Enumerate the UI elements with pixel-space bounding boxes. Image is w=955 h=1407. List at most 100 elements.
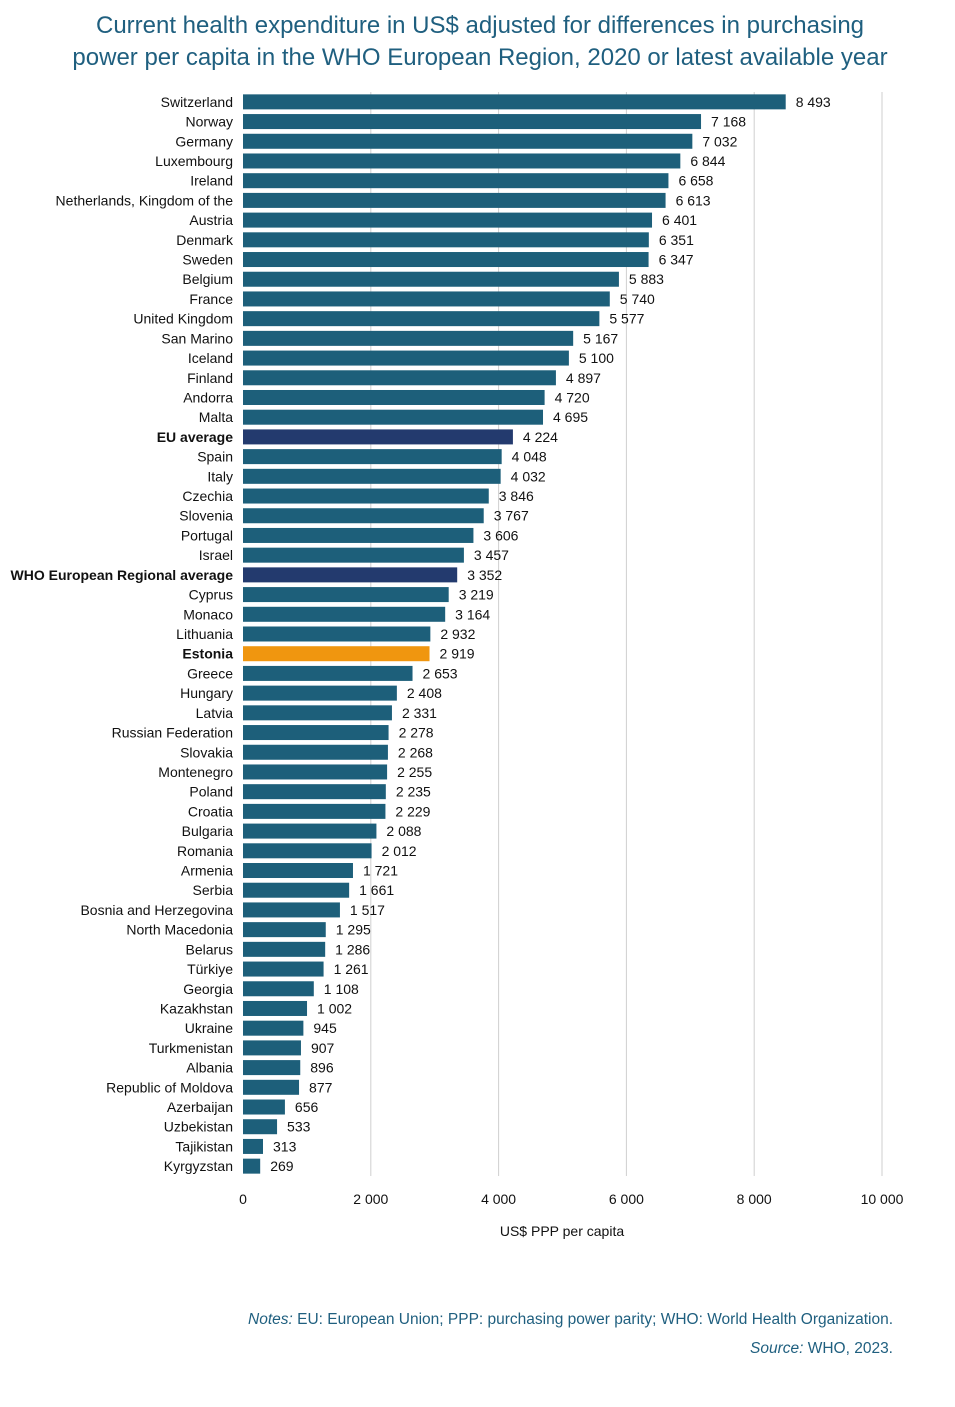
value-label: 2 278 bbox=[399, 725, 434, 741]
category-label: Montenegro bbox=[158, 764, 233, 780]
bar bbox=[243, 291, 610, 307]
value-label: 1 261 bbox=[334, 961, 369, 977]
value-label: 656 bbox=[295, 1099, 319, 1115]
value-label: 4 224 bbox=[523, 429, 558, 445]
category-label: Georgia bbox=[183, 981, 233, 997]
category-label: Albania bbox=[186, 1060, 233, 1076]
source-text: WHO, 2023. bbox=[803, 1340, 893, 1357]
category-label: Uzbekistan bbox=[164, 1119, 233, 1135]
value-label: 7 168 bbox=[711, 114, 746, 130]
bar bbox=[243, 232, 649, 248]
notes-block: Notes: EU: European Union; PPP: purchasi… bbox=[248, 1305, 893, 1363]
bar bbox=[243, 330, 574, 346]
value-label: 945 bbox=[313, 1020, 337, 1036]
category-label: Austria bbox=[189, 212, 233, 228]
chart-title-line-1: Current health expenditure in US$ adjust… bbox=[95, 12, 865, 39]
bar bbox=[243, 744, 388, 760]
bar bbox=[243, 252, 649, 268]
category-label: Luxembourg bbox=[155, 153, 233, 169]
value-label: 2 331 bbox=[402, 705, 437, 721]
category-label: Hungary bbox=[180, 685, 233, 701]
category-label: Slovakia bbox=[180, 744, 233, 760]
x-tick-label: 6 000 bbox=[609, 1191, 644, 1207]
category-label: Italy bbox=[207, 468, 233, 484]
value-label: 1 286 bbox=[335, 941, 370, 957]
value-label: 4 048 bbox=[512, 449, 547, 465]
category-label: Czechia bbox=[182, 488, 233, 504]
category-label: Bulgaria bbox=[182, 823, 234, 839]
category-label: Armenia bbox=[181, 863, 233, 879]
value-label: 4 032 bbox=[511, 468, 546, 484]
value-label: 269 bbox=[270, 1158, 294, 1174]
value-label: 4 695 bbox=[553, 409, 588, 425]
value-label: 533 bbox=[287, 1119, 311, 1135]
bar bbox=[243, 626, 431, 642]
bar bbox=[243, 843, 372, 859]
category-label: Spain bbox=[197, 449, 233, 465]
category-label: Denmark bbox=[176, 232, 234, 248]
category-label: Germany bbox=[175, 133, 233, 149]
value-label: 6 613 bbox=[676, 192, 711, 208]
bar bbox=[243, 429, 513, 445]
bar bbox=[243, 902, 340, 918]
x-tick-label: 4 000 bbox=[481, 1191, 516, 1207]
bar bbox=[243, 173, 669, 189]
value-label: 3 767 bbox=[494, 508, 529, 524]
category-label: Cyprus bbox=[189, 587, 233, 603]
bar bbox=[243, 153, 681, 169]
bar bbox=[243, 468, 501, 484]
value-label: 6 347 bbox=[659, 252, 694, 268]
bar bbox=[243, 882, 350, 898]
bar bbox=[243, 508, 484, 524]
notes-text: EU: European Union; PPP: purchasing powe… bbox=[292, 1311, 893, 1328]
bar bbox=[243, 192, 666, 208]
value-label: 6 351 bbox=[659, 232, 694, 248]
bar bbox=[243, 389, 545, 405]
bar bbox=[243, 1099, 285, 1115]
value-label: 2 255 bbox=[397, 764, 432, 780]
bar bbox=[243, 705, 392, 721]
bar bbox=[243, 1060, 301, 1076]
value-label: 2 012 bbox=[382, 843, 417, 859]
x-tick-label: 2 000 bbox=[353, 1191, 388, 1207]
value-label: 2 235 bbox=[396, 784, 431, 800]
bar bbox=[243, 449, 502, 465]
category-label: Slovenia bbox=[179, 508, 233, 524]
category-label: Poland bbox=[189, 784, 233, 800]
category-label: Latvia bbox=[196, 705, 234, 721]
bar bbox=[243, 1158, 261, 1174]
bar bbox=[243, 370, 556, 386]
category-label: Kazakhstan bbox=[160, 1000, 233, 1016]
bar bbox=[243, 961, 324, 977]
category-label: Turkmenistan bbox=[149, 1040, 233, 1056]
bar bbox=[243, 803, 386, 819]
value-label: 2 653 bbox=[423, 665, 458, 681]
value-label: 6 658 bbox=[678, 173, 713, 189]
chart-title-line-2: power per capita in the WHO European Reg… bbox=[72, 44, 888, 71]
category-label: Republic of Moldova bbox=[106, 1079, 233, 1095]
category-label: Serbia bbox=[193, 882, 234, 898]
x-tick-label: 8 000 bbox=[737, 1191, 772, 1207]
value-label: 5 100 bbox=[579, 350, 614, 366]
bar bbox=[243, 1020, 304, 1036]
value-label: 4 897 bbox=[566, 370, 601, 386]
bar bbox=[243, 587, 449, 603]
bar bbox=[243, 725, 389, 741]
category-label: Ireland bbox=[190, 173, 233, 189]
bar bbox=[243, 1119, 278, 1135]
category-label: Greece bbox=[187, 665, 233, 681]
category-label: EU average bbox=[157, 429, 233, 445]
value-label: 1 517 bbox=[350, 902, 385, 918]
bar bbox=[243, 1079, 300, 1095]
bar bbox=[243, 981, 314, 997]
category-label: Switzerland bbox=[161, 94, 233, 110]
bar bbox=[243, 409, 544, 425]
category-label: Portugal bbox=[181, 527, 233, 543]
bar bbox=[243, 114, 702, 130]
category-label: France bbox=[189, 291, 233, 307]
bar bbox=[243, 212, 653, 228]
category-label: Estonia bbox=[182, 646, 233, 662]
bar bbox=[243, 527, 474, 543]
value-label: 8 493 bbox=[796, 94, 831, 110]
